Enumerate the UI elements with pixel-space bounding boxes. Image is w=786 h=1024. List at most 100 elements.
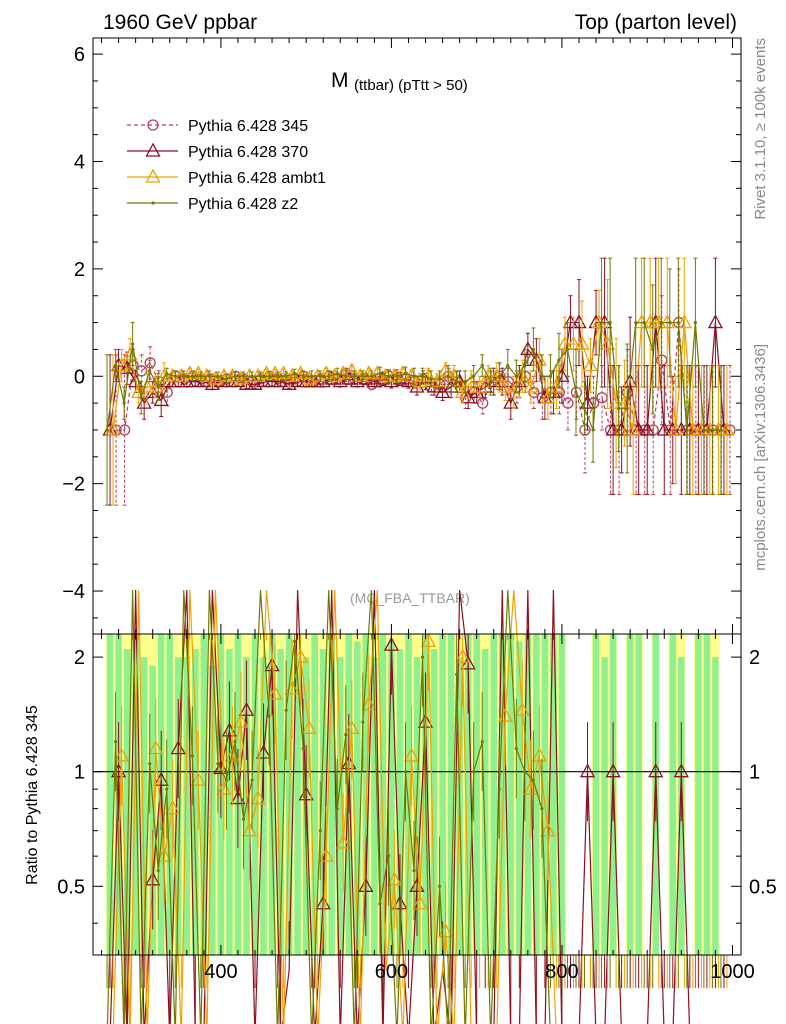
data-point bbox=[685, 428, 689, 432]
band-green bbox=[396, 649, 404, 955]
ratio-point bbox=[156, 868, 160, 873]
data-point bbox=[293, 365, 309, 380]
data-point bbox=[639, 421, 655, 436]
data-point bbox=[480, 363, 484, 368]
ratio-point bbox=[523, 780, 539, 795]
ratio-point bbox=[361, 720, 365, 724]
data-point bbox=[642, 314, 658, 329]
ratio-point bbox=[224, 778, 229, 782]
data-point bbox=[301, 374, 305, 378]
data-point bbox=[707, 314, 724, 329]
data-point bbox=[113, 357, 130, 372]
data-point bbox=[540, 374, 544, 378]
ratio-point bbox=[455, 672, 459, 677]
upper-panel: −4 −2 0 2 4 6 bbox=[62, 37, 742, 635]
data-point bbox=[625, 421, 641, 436]
band-green bbox=[388, 641, 395, 955]
data-point bbox=[241, 374, 246, 378]
data-point bbox=[446, 374, 450, 378]
data-point bbox=[173, 374, 177, 378]
data-point bbox=[591, 428, 595, 432]
ratio-point bbox=[318, 847, 334, 862]
data-point bbox=[472, 374, 476, 378]
ratio-point bbox=[233, 713, 249, 728]
data-point bbox=[548, 378, 565, 393]
data-point bbox=[659, 320, 663, 325]
ratio-point bbox=[540, 806, 544, 811]
data-point bbox=[369, 374, 373, 378]
watermark-label: (MC_FBA_TTBAR) bbox=[350, 590, 470, 606]
data-point bbox=[386, 374, 391, 378]
data-point bbox=[182, 365, 198, 380]
data-point bbox=[327, 374, 331, 378]
ratio-point bbox=[241, 822, 258, 837]
band-green bbox=[166, 634, 173, 955]
band-green bbox=[669, 634, 677, 955]
ratio-point bbox=[267, 685, 283, 700]
band-green bbox=[626, 634, 634, 955]
ratio-point bbox=[216, 780, 232, 795]
band-green bbox=[311, 634, 318, 955]
ratio-point bbox=[170, 740, 186, 755]
ratio-point bbox=[673, 763, 689, 778]
xtick-label: 400 bbox=[204, 961, 237, 983]
band-green bbox=[379, 634, 387, 955]
data-point bbox=[668, 320, 672, 325]
data-point bbox=[216, 367, 232, 382]
band-green bbox=[140, 657, 148, 955]
ratio-point bbox=[250, 778, 254, 782]
data-point bbox=[156, 385, 160, 389]
data-point bbox=[216, 374, 220, 378]
ratio-point bbox=[113, 739, 118, 744]
ratio-point bbox=[523, 770, 527, 774]
data-point bbox=[335, 371, 339, 376]
band-green bbox=[260, 657, 267, 955]
data-point bbox=[105, 421, 121, 436]
band-green bbox=[123, 649, 131, 955]
band-green bbox=[354, 641, 361, 955]
ratio-point bbox=[480, 739, 484, 744]
legend-item: Pythia 6.428 z2 bbox=[127, 196, 298, 213]
ratio-point bbox=[148, 762, 152, 766]
data-point bbox=[190, 374, 194, 378]
ratio-point bbox=[293, 648, 309, 663]
main-title-sub: (ttbar) (pTtt > 50) bbox=[354, 77, 468, 94]
upper-ytick-label: 6 bbox=[74, 44, 85, 66]
data-point bbox=[429, 377, 433, 381]
data-point bbox=[420, 374, 425, 378]
band-green bbox=[277, 649, 284, 955]
band-green bbox=[209, 665, 216, 955]
ratio-point bbox=[335, 806, 339, 811]
band-green bbox=[175, 657, 182, 955]
ratio-point bbox=[531, 747, 547, 762]
band-green bbox=[541, 634, 549, 955]
data-point bbox=[523, 378, 539, 393]
data-point bbox=[710, 428, 715, 432]
ratio-point bbox=[540, 822, 556, 837]
legend-marker bbox=[151, 201, 155, 205]
band-green bbox=[251, 634, 259, 955]
ratio-point bbox=[403, 770, 408, 774]
ratio-point bbox=[318, 829, 322, 833]
ratio-point bbox=[455, 648, 471, 663]
band-green bbox=[328, 634, 335, 955]
data-point bbox=[395, 374, 399, 378]
band-green bbox=[106, 634, 114, 955]
legend-item: Pythia 6.428 370 bbox=[127, 142, 308, 161]
band-green bbox=[439, 634, 446, 955]
data-point bbox=[455, 380, 459, 384]
data-point bbox=[642, 320, 646, 325]
data-point bbox=[258, 365, 275, 380]
ratio-point bbox=[420, 632, 437, 647]
data-point bbox=[352, 374, 356, 378]
data-point bbox=[540, 389, 556, 404]
upper-ytick-label: 2 bbox=[74, 259, 85, 281]
data-point bbox=[156, 367, 172, 382]
ratio-point bbox=[293, 639, 297, 643]
data-point bbox=[361, 374, 365, 378]
data-point bbox=[685, 421, 701, 436]
lower-frame bbox=[92, 633, 742, 956]
data-point bbox=[122, 401, 126, 405]
ratio-point bbox=[403, 747, 420, 762]
band-green bbox=[464, 634, 472, 955]
